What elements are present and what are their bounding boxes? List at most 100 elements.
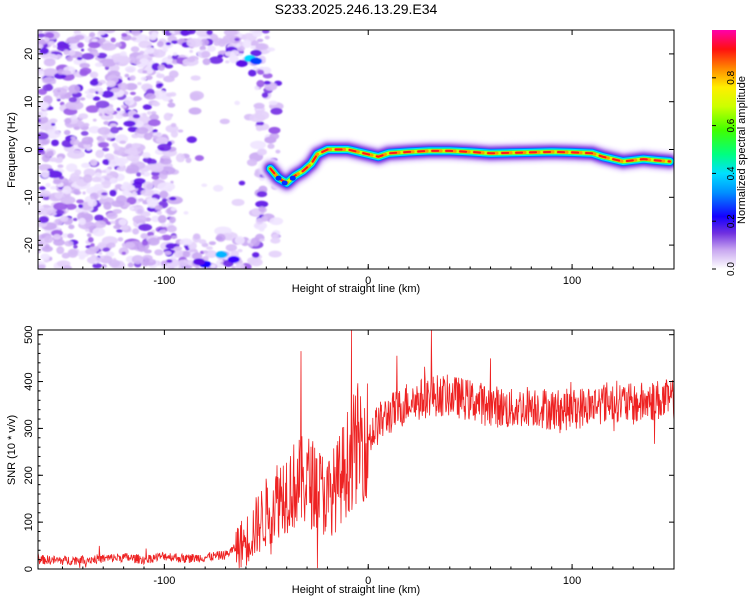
noise-blob	[44, 129, 61, 139]
noise-blob	[83, 174, 93, 183]
noise-blob	[68, 49, 76, 56]
noise-blob	[151, 171, 160, 177]
noise-blob	[138, 198, 144, 202]
noise-blob	[130, 91, 136, 96]
snr-x-ticks: -100 0 100	[61, 330, 675, 587]
noise-blob	[91, 38, 98, 42]
noise-blob	[38, 101, 50, 110]
noise-blob	[224, 51, 236, 57]
noise-blob	[260, 215, 268, 222]
noise-blob	[168, 264, 175, 269]
noise-blob	[79, 62, 91, 69]
noise-blob	[185, 157, 192, 164]
noise-blob	[149, 113, 159, 121]
noise-blob	[225, 244, 238, 252]
noise-blob	[146, 111, 152, 115]
noise-blob	[88, 245, 100, 253]
noise-blob	[52, 179, 62, 185]
noise-blob	[66, 56, 74, 62]
noise-blob	[79, 69, 89, 77]
noise-blob	[254, 85, 260, 91]
noise-blob	[77, 42, 84, 49]
spec-ytick-label: -20	[23, 237, 35, 253]
noise-blob	[203, 250, 208, 254]
noise-blob	[44, 37, 50, 42]
noise-blob	[113, 145, 121, 151]
noise-blob	[38, 186, 46, 191]
noise-blob	[95, 100, 110, 109]
noise-blob	[155, 136, 169, 144]
noise-blob	[116, 229, 123, 233]
noise-blob	[120, 184, 135, 192]
noise-blob	[74, 34, 85, 40]
noise-blob	[157, 182, 176, 192]
noise-blob	[67, 233, 74, 239]
noise-blob	[90, 159, 94, 164]
noise-blob	[49, 118, 58, 124]
noise-blob	[234, 37, 240, 42]
noise-blob	[231, 265, 236, 269]
noise-blob	[143, 132, 153, 141]
noise-blob	[78, 113, 89, 120]
noise-blob	[38, 44, 44, 49]
noise-blob	[91, 176, 102, 183]
noise-blob	[67, 149, 85, 159]
noise-blob	[186, 136, 197, 143]
noise-blob	[54, 192, 63, 200]
spectrogram-noise	[38, 30, 284, 269]
noise-blob	[94, 87, 103, 92]
noise-blob	[102, 147, 110, 152]
noise-blob	[166, 92, 173, 97]
noise-blob	[64, 92, 71, 99]
noise-blob	[98, 113, 103, 117]
noise-blob	[142, 181, 154, 190]
noise-blob	[38, 249, 41, 254]
noise-blob	[156, 132, 161, 137]
spec-xtick-label: -100	[153, 275, 175, 287]
noise-blob	[92, 227, 106, 237]
noise-blob	[93, 188, 98, 193]
spec-xtick-label: 0	[365, 275, 371, 287]
noise-blob	[103, 201, 112, 210]
noise-blob	[127, 147, 138, 156]
noise-blob	[90, 192, 99, 201]
noise-blob	[94, 214, 104, 222]
noise-blob	[213, 37, 224, 43]
noise-blob	[272, 233, 281, 239]
noise-blob	[219, 118, 230, 125]
noise-blob	[180, 30, 190, 36]
noise-blob	[106, 221, 112, 226]
noise-blob	[147, 119, 161, 127]
noise-blob	[79, 97, 86, 101]
noise-blob	[101, 169, 107, 173]
noise-blob	[247, 243, 254, 248]
noise-blob	[98, 30, 106, 36]
noise-blob	[71, 114, 77, 120]
noise-blob	[200, 38, 210, 46]
noise-blob	[120, 225, 129, 231]
noise-blob	[55, 54, 63, 59]
noise-blob	[252, 30, 263, 38]
noise-blob	[268, 250, 282, 258]
noise-blob	[267, 143, 275, 149]
spectrogram-x-ticks: -100 0 100	[61, 30, 675, 287]
noise-blob	[275, 149, 281, 154]
noise-blob	[127, 126, 139, 133]
noise-blob	[154, 205, 163, 211]
noise-blob	[140, 233, 149, 239]
noise-blob	[109, 177, 118, 184]
noise-blob	[157, 143, 172, 152]
noise-blob	[253, 66, 258, 70]
noise-blob	[40, 169, 50, 179]
snr-ytick-label: 0	[23, 566, 35, 572]
noise-blob	[269, 217, 284, 226]
noise-blob	[41, 245, 53, 252]
noise-blob	[242, 39, 252, 48]
signal-hook-spot	[275, 175, 282, 181]
noise-hot-patch	[215, 251, 228, 259]
noise-blob	[63, 265, 72, 269]
noise-blob	[258, 206, 266, 212]
noise-blob	[149, 163, 164, 173]
noise-blob	[111, 87, 121, 93]
